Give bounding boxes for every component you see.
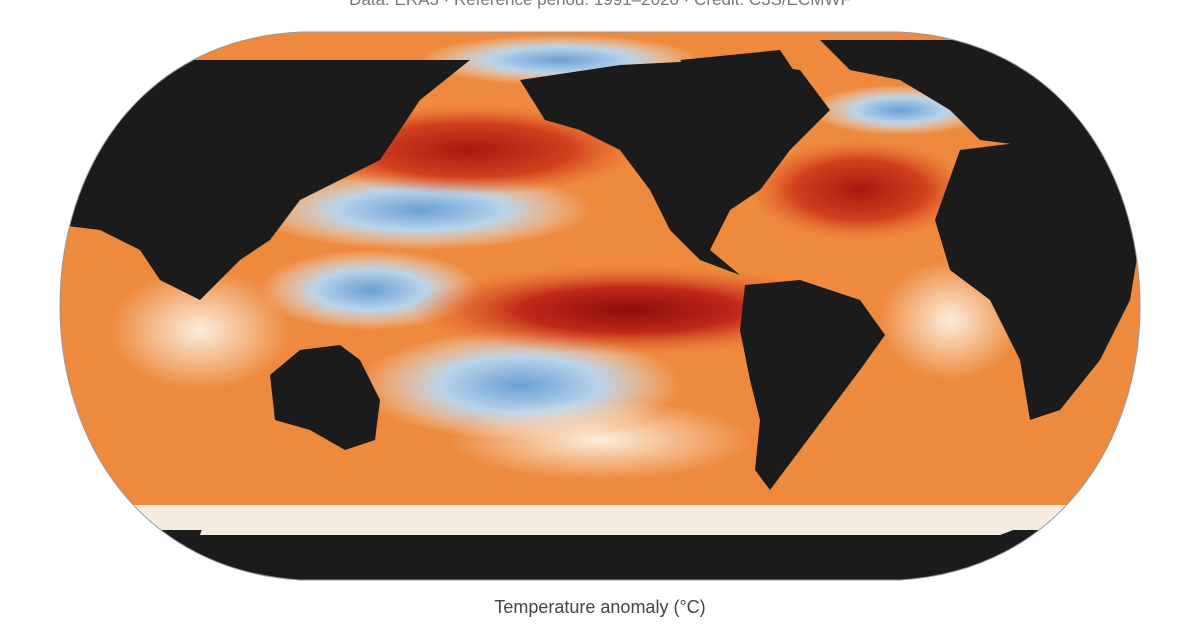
legend-caption: Temperature anomaly (°C) <box>494 597 706 617</box>
credit-line: Data: ERA5 · Reference period: 1991–2020… <box>0 0 1200 10</box>
map-outline <box>59 31 1141 581</box>
